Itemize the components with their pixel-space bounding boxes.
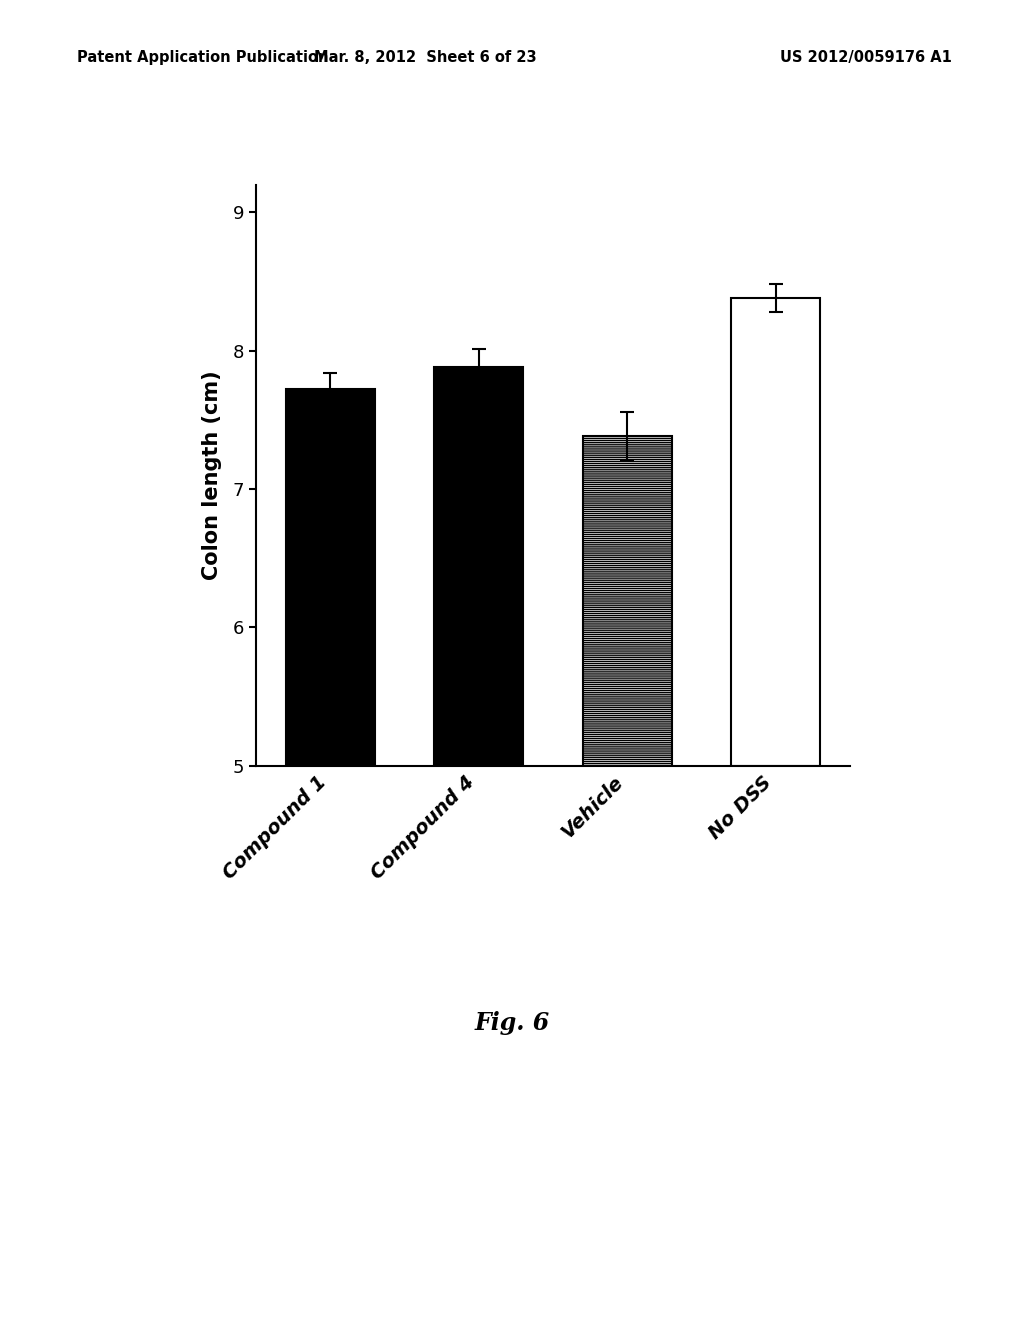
Bar [731,298,820,766]
Bar [286,389,375,766]
Text: Fig. 6: Fig. 6 [474,1011,550,1035]
Bar [434,367,523,766]
Text: US 2012/0059176 A1: US 2012/0059176 A1 [780,50,952,65]
Text: Patent Application Publication: Patent Application Publication [77,50,329,65]
Text: Mar. 8, 2012  Sheet 6 of 23: Mar. 8, 2012 Sheet 6 of 23 [313,50,537,65]
Y-axis label: Colon length (cm): Colon length (cm) [202,371,221,579]
Bar [583,437,672,766]
